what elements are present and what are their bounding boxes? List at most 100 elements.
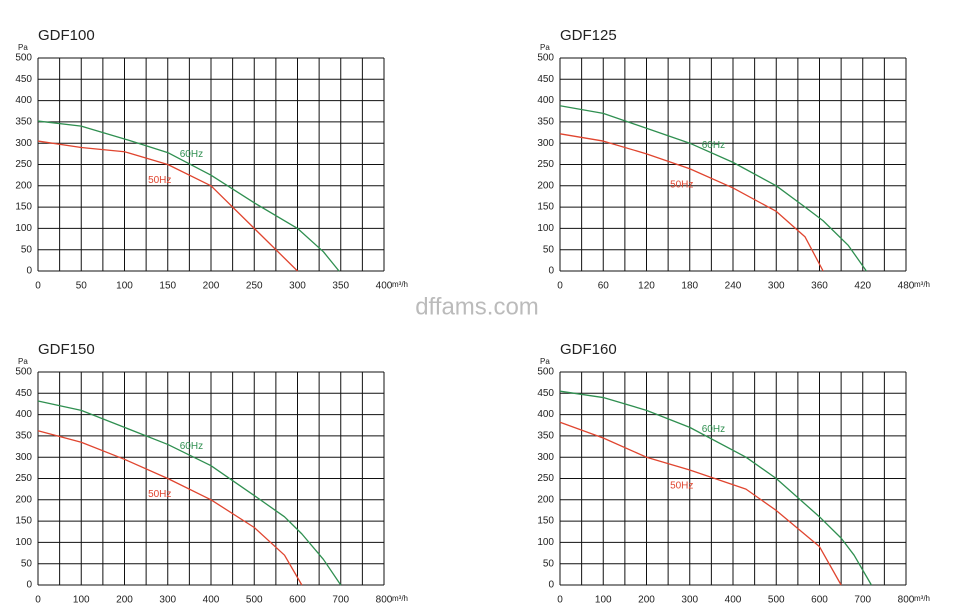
y-tick-label: 200 [537, 180, 554, 191]
y-tick-label: 50 [543, 558, 555, 569]
series-label: 50Hz [148, 175, 171, 186]
y-tick-label: 0 [548, 266, 554, 277]
series-label: 60Hz [180, 441, 203, 452]
y-tick-label: 500 [537, 367, 554, 378]
x-tick-label: 300 [159, 595, 176, 606]
watermark: dffams.com [415, 293, 539, 320]
x-tick-label: 200 [638, 595, 655, 606]
y-tick-label: 500 [15, 367, 32, 378]
y-tick-label: 150 [537, 516, 554, 527]
x-tick-label: 250 [246, 281, 263, 292]
y-tick-label: 150 [15, 516, 32, 527]
y-tick-label: 250 [537, 159, 554, 170]
y-axis-label: Pa [540, 357, 550, 366]
y-tick-label: 200 [15, 180, 32, 191]
series-label: 50Hz [670, 481, 693, 492]
x-tick-label: 700 [332, 595, 349, 606]
y-tick-label: 100 [15, 223, 32, 234]
y-axis-label: Pa [18, 357, 28, 366]
y-tick-label: 0 [26, 580, 32, 591]
y-tick-label: 100 [15, 537, 32, 548]
y-tick-label: 50 [21, 558, 33, 569]
y-tick-label: 500 [15, 53, 32, 64]
y-tick-label: 150 [537, 202, 554, 213]
x-axis-label: m³/h [392, 594, 408, 603]
x-tick-label: 60 [598, 281, 610, 292]
curve [559, 390, 872, 586]
curve [37, 400, 342, 586]
x-tick-label: 400 [203, 595, 220, 606]
x-tick-label: 50 [76, 281, 88, 292]
y-tick-label: 450 [537, 388, 554, 399]
curve [37, 430, 303, 586]
chart-title: GDF160 [560, 341, 617, 358]
y-tick-label: 0 [26, 266, 32, 277]
y-tick-label: 200 [537, 494, 554, 505]
y-tick-label: 50 [21, 244, 33, 255]
x-tick-label: 300 [768, 281, 785, 292]
y-tick-label: 350 [15, 431, 32, 442]
y-tick-label: 450 [15, 388, 32, 399]
x-tick-label: 400 [725, 595, 742, 606]
chart-title: GDF150 [38, 341, 95, 358]
y-tick-label: 300 [537, 452, 554, 463]
y-tick-label: 400 [15, 409, 32, 420]
x-axis-label: m³/h [914, 594, 930, 603]
x-tick-label: 350 [332, 281, 349, 292]
x-tick-label: 500 [768, 595, 785, 606]
chart-title: GDF125 [560, 27, 617, 44]
curve [559, 105, 867, 272]
x-tick-label: 100 [595, 595, 612, 606]
curve [559, 133, 824, 272]
series-label: 50Hz [670, 179, 693, 190]
y-tick-label: 300 [15, 138, 32, 149]
x-tick-label: 700 [854, 595, 871, 606]
x-axis-label: m³/h [914, 280, 930, 289]
y-tick-label: 300 [537, 138, 554, 149]
series-label: 60Hz [180, 149, 203, 160]
curve [559, 421, 842, 586]
y-tick-label: 300 [15, 452, 32, 463]
chart-title: GDF100 [38, 27, 95, 44]
x-tick-label: 200 [203, 281, 220, 292]
x-tick-label: 100 [73, 595, 90, 606]
y-tick-label: 0 [548, 580, 554, 591]
y-tick-label: 400 [15, 95, 32, 106]
x-tick-label: 200 [116, 595, 133, 606]
x-tick-label: 240 [725, 281, 742, 292]
x-tick-label: 600 [811, 595, 828, 606]
y-tick-label: 250 [15, 159, 32, 170]
y-tick-label: 100 [537, 537, 554, 548]
y-tick-label: 350 [537, 431, 554, 442]
x-tick-label: 180 [681, 281, 698, 292]
series-label: 50Hz [148, 489, 171, 500]
curve [37, 120, 340, 272]
y-tick-label: 450 [15, 74, 32, 85]
y-tick-label: 450 [537, 74, 554, 85]
x-tick-label: 120 [638, 281, 655, 292]
series-label: 60Hz [702, 424, 725, 435]
x-tick-label: 500 [246, 595, 263, 606]
x-tick-label: 0 [35, 281, 41, 292]
y-axis-label: Pa [540, 43, 550, 52]
y-tick-label: 400 [537, 409, 554, 420]
y-tick-label: 150 [15, 202, 32, 213]
x-tick-label: 0 [557, 595, 563, 606]
y-axis-label: Pa [18, 43, 28, 52]
series-label: 60Hz [702, 140, 725, 151]
x-tick-label: 600 [289, 595, 306, 606]
y-tick-label: 50 [543, 244, 555, 255]
x-tick-label: 150 [159, 281, 176, 292]
y-tick-label: 350 [537, 117, 554, 128]
x-tick-label: 420 [854, 281, 871, 292]
y-tick-label: 100 [537, 223, 554, 234]
x-tick-label: 400 [376, 281, 393, 292]
x-tick-label: 300 [681, 595, 698, 606]
y-tick-label: 200 [15, 494, 32, 505]
y-tick-label: 500 [537, 53, 554, 64]
x-tick-label: 800 [898, 595, 915, 606]
y-tick-label: 350 [15, 117, 32, 128]
curve [37, 140, 298, 272]
x-tick-label: 0 [557, 281, 563, 292]
y-tick-label: 250 [15, 473, 32, 484]
